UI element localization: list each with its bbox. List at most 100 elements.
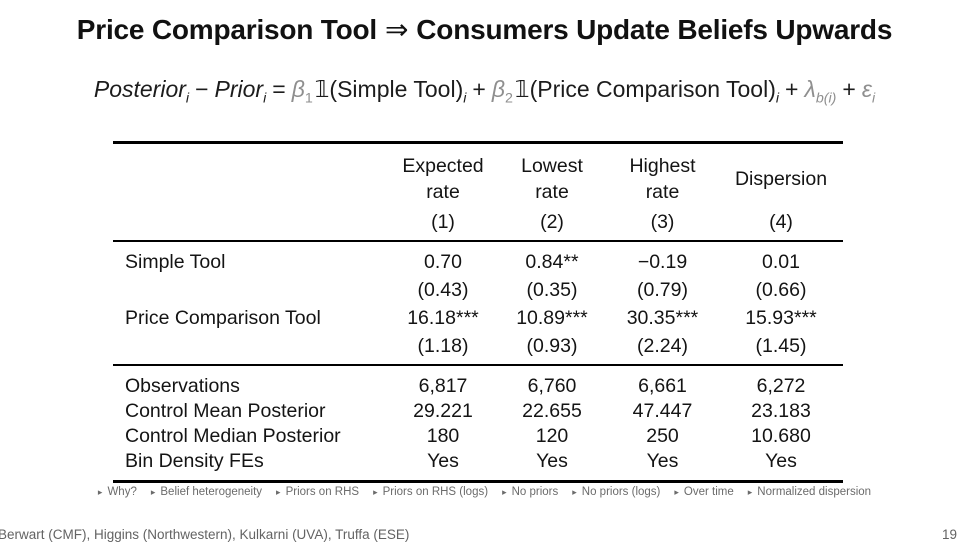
- implies-arrow-icon: ⇒: [385, 14, 409, 45]
- se-cell: (0.43): [417, 279, 469, 301]
- stat-cell: 29.221: [413, 400, 473, 422]
- eq-sub-i: i: [263, 90, 267, 107]
- eq-epsilon: ε: [861, 76, 872, 102]
- stat-cell: Yes: [536, 450, 568, 472]
- eq-plus: +: [785, 76, 799, 102]
- eq-price-comparison-tool: Price Comparison Tool: [537, 76, 769, 102]
- slide-nav-links: ▸ Why? ▸ Belief heterogeneity ▸ Priors on R…: [0, 486, 969, 498]
- col-header-highest-rate: Highest rate (3): [606, 143, 719, 242]
- stat-cell: 22.655: [522, 400, 582, 422]
- nav-link-label: Normalized dispersion: [757, 486, 872, 498]
- eq-rparen: ): [768, 76, 776, 102]
- se-cell: (2.24): [637, 335, 688, 357]
- col-header-line: rate: [645, 181, 680, 203]
- regression-equation: Posteriori − Priori = β1𝟙(Simple Tool)i + β2𝟙(…: [0, 76, 969, 106]
- eq-beta1-sub: 1: [304, 90, 313, 107]
- stat-cell: 120: [535, 425, 569, 447]
- coef-cell: 0.01: [762, 251, 800, 273]
- eq-simple-tool: Simple Tool: [337, 76, 456, 102]
- stat-cell: 6,272: [756, 375, 806, 397]
- stats-block: Observations 6,817 6,760 6,661 6,272 Con…: [113, 365, 843, 482]
- col-header-line: rate: [426, 181, 460, 203]
- triangle-bullet-icon: ▸: [502, 487, 507, 497]
- triangle-bullet-icon: ▸: [674, 487, 679, 497]
- triangle-bullet-icon: ▸: [747, 487, 753, 497]
- eq-beta2-sub: 2: [504, 90, 513, 107]
- table-row: Simple Tool 0.70 0.84** −0.19 0.01: [113, 241, 843, 276]
- nav-link-priors-on-rhs-logs[interactable]: ▸ Priors on RHS (logs): [373, 486, 488, 498]
- col-header-dispersion: Dispersion (4): [719, 143, 843, 242]
- nav-link-label: Priors on RHS: [285, 486, 360, 498]
- col-header-line: Lowest: [521, 155, 583, 177]
- eq-sub-i: i: [463, 90, 467, 107]
- table-row: Bin Density FEs Yes Yes Yes Yes: [113, 449, 843, 482]
- coef-cell: 0.84**: [525, 251, 579, 273]
- nav-link-belief-heterogeneity[interactable]: ▸ Belief heterogeneity: [151, 486, 262, 498]
- eq-indicator-one: 𝟙: [514, 76, 530, 102]
- coef-cell: 16.18***: [407, 307, 479, 329]
- eq-posterior: Posterior: [93, 76, 186, 102]
- col-number: (3): [650, 211, 675, 233]
- table-row: Control Median Posterior 180 120 250 10.…: [113, 424, 843, 449]
- row-label-empty: [113, 276, 388, 304]
- coefficients-block: Simple Tool 0.70 0.84** −0.19 0.01 (0.43…: [113, 241, 843, 365]
- row-label: Bin Density FEs: [125, 450, 264, 472]
- se-cell: (1.18): [417, 335, 469, 357]
- coef-cell: 15.93***: [745, 307, 817, 329]
- nav-link-label: Priors on RHS (logs): [382, 486, 489, 498]
- coef-cell: −0.19: [637, 251, 688, 273]
- col-header-line: Highest: [629, 155, 696, 177]
- nav-link-over-time[interactable]: ▸ Over time: [674, 486, 733, 498]
- nav-link-normalized-dispersion[interactable]: ▸ Normalized dispersion: [748, 486, 871, 498]
- table-row: (0.43) (0.35) (0.79) (0.66): [113, 276, 843, 304]
- eq-equals: =: [272, 76, 286, 102]
- table-header: Expected rate (1) Lowest rate (2) Highest r…: [113, 142, 843, 242]
- triangle-bullet-icon: ▸: [97, 487, 103, 497]
- col-header-expected-rate: Expected rate (1): [388, 143, 498, 242]
- nav-link-no-priors-logs[interactable]: ▸ No priors (logs): [572, 486, 660, 498]
- nav-link-label: Over time: [683, 486, 734, 498]
- eq-indicator-one: 𝟙: [314, 76, 330, 102]
- triangle-bullet-icon: ▸: [373, 487, 378, 497]
- nav-link-label: No priors: [511, 486, 559, 498]
- stat-cell: 6,817: [418, 375, 468, 397]
- header-empty-cell: [113, 143, 388, 242]
- row-label: Price Comparison Tool: [125, 307, 321, 329]
- eq-plus: +: [842, 76, 856, 102]
- col-header-lowest-rate: Lowest rate (2): [498, 143, 606, 242]
- eq-beta1: β: [291, 76, 305, 102]
- row-label: Observations: [125, 375, 240, 397]
- stat-cell: Yes: [765, 450, 797, 472]
- se-cell: (0.93): [526, 335, 578, 357]
- row-label: Control Mean Posterior: [125, 400, 326, 422]
- eq-sub-i: i: [185, 90, 190, 107]
- nav-link-no-priors[interactable]: ▸ No priors: [502, 486, 558, 498]
- table-row: Price Comparison Tool 16.18*** 10.89*** …: [113, 304, 843, 332]
- se-cell: (0.35): [526, 279, 578, 301]
- stat-cell: 6,760: [527, 375, 577, 397]
- eq-minus: −: [195, 76, 209, 102]
- header-row: Expected rate (1) Lowest rate (2) Highest r…: [113, 143, 843, 242]
- triangle-bullet-icon: ▸: [572, 487, 577, 497]
- col-header-line: Expected: [402, 155, 484, 177]
- nav-link-why[interactable]: ▸ Why?: [98, 486, 137, 498]
- nav-link-priors-on-rhs[interactable]: ▸ Priors on RHS: [276, 486, 359, 498]
- eq-sub-i: i: [775, 90, 780, 107]
- eq-epsilon-sub: i: [871, 90, 876, 107]
- coef-cell: 0.70: [424, 251, 462, 273]
- stat-cell: 6,661: [638, 375, 687, 397]
- triangle-bullet-icon: ▸: [150, 487, 156, 497]
- nav-link-label: Why?: [107, 486, 137, 498]
- stat-cell: Yes: [646, 450, 679, 472]
- se-cell: (0.66): [755, 279, 807, 301]
- col-number: (4): [769, 211, 793, 233]
- row-label-empty: [113, 332, 388, 365]
- col-number: (1): [431, 211, 455, 233]
- col-number: (2): [540, 211, 564, 233]
- stat-cell: Yes: [427, 450, 459, 472]
- slide-footer: Berwart (CMF), Higgins (Northwestern), K…: [0, 523, 969, 545]
- stat-cell: 23.183: [751, 400, 811, 422]
- stat-cell: 47.447: [632, 400, 693, 422]
- stat-cell: 250: [646, 425, 679, 447]
